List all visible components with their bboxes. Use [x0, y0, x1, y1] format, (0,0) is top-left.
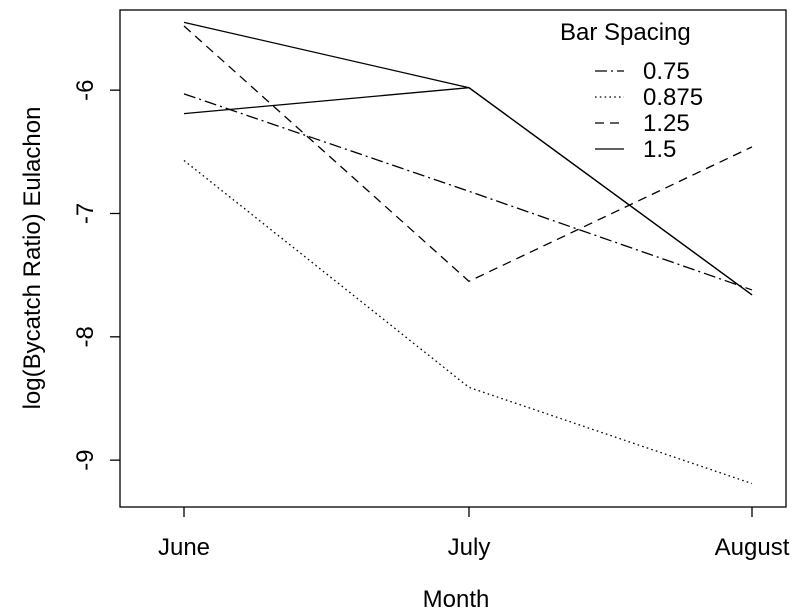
- y-tick-label: -7: [72, 203, 99, 224]
- plot-frame: [119, 9, 787, 508]
- legend-label: 0.875: [643, 84, 703, 111]
- legend-label: 0.75: [643, 58, 690, 85]
- x-tick-label: July: [448, 534, 491, 561]
- series-line-dotdash-0: [183, 93, 753, 291]
- y-axis-title: log(Bycatch Ratio) Eulachon: [19, 107, 46, 410]
- y-tick-label: -9: [72, 449, 99, 470]
- series-line-dashed-2: [183, 25, 753, 283]
- series-line-dotted-1: [183, 159, 753, 485]
- x-tick-label: June: [158, 534, 210, 561]
- x-axis-title: Month: [423, 586, 490, 613]
- series-line-solid-4: [183, 21, 753, 296]
- y-tick-label: -8: [72, 326, 99, 347]
- legend-label: 1.25: [643, 110, 690, 137]
- series-layer: [183, 21, 753, 485]
- legend-label: 1.5: [643, 136, 676, 163]
- y-axis: -6 -7 -8 -9: [72, 79, 120, 471]
- x-tick-label: August: [715, 534, 790, 561]
- x-axis: June July August: [158, 507, 790, 561]
- y-tick-label: -6: [72, 79, 99, 100]
- legend-title: Bar Spacing: [560, 19, 691, 46]
